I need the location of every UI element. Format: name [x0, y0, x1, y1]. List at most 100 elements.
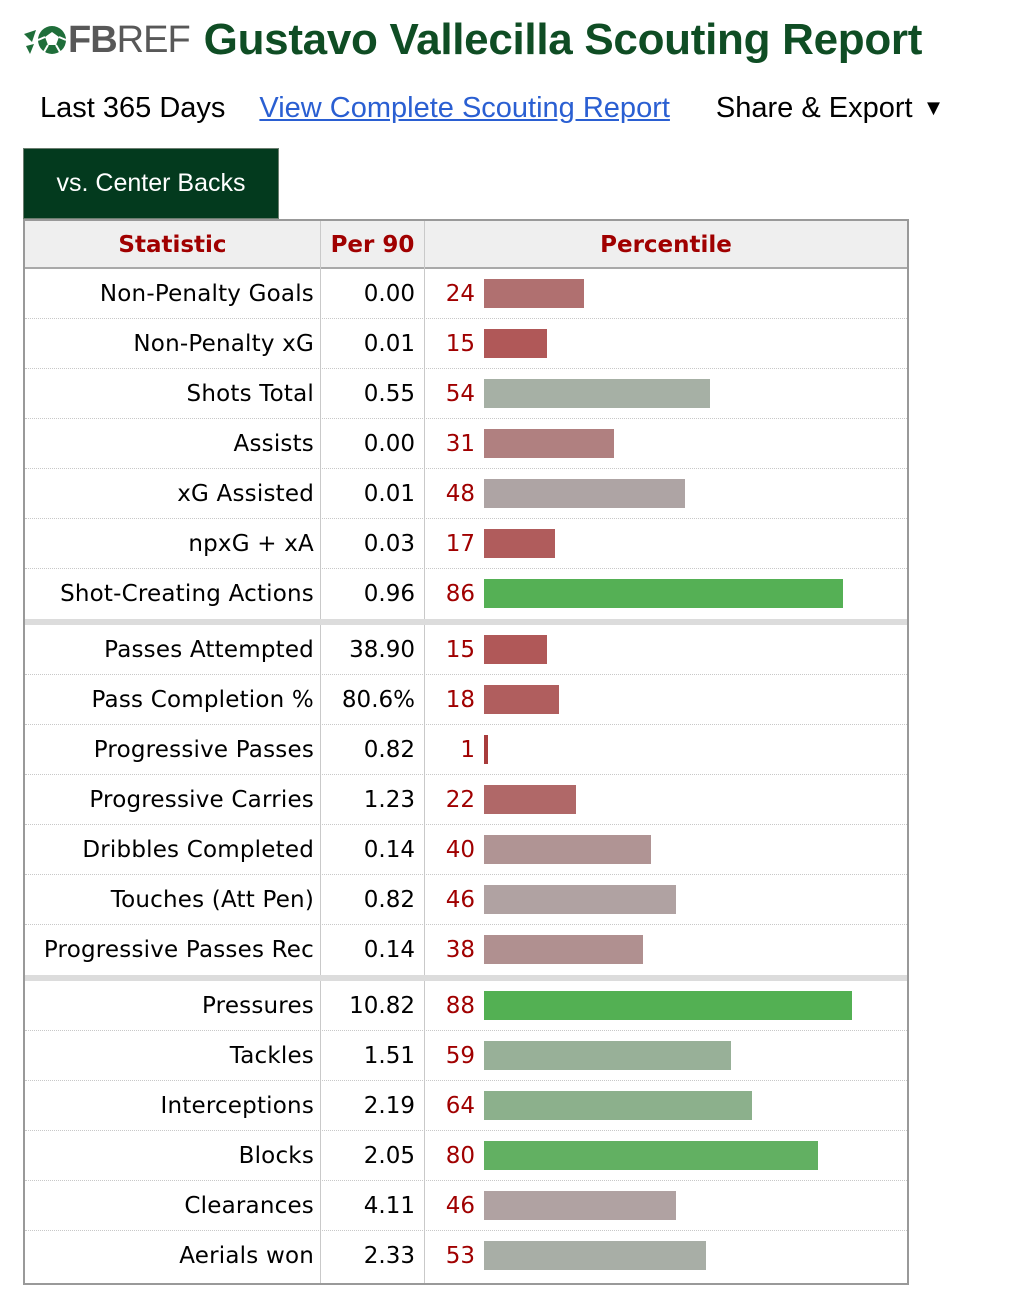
column-header-statistic: Statistic [118, 232, 227, 258]
percentile-value: 15 [445, 637, 475, 663]
percentile-bar [484, 279, 584, 308]
stat-name: Non-Penalty xG [133, 331, 314, 357]
tab-vs-center-backs[interactable]: vs. Center Backs [23, 148, 279, 219]
per90-value: 2.05 [363, 1143, 415, 1169]
per90-value: 38.90 [349, 637, 415, 663]
page-title: Gustavo Vallecilla Scouting Report [203, 15, 923, 64]
percentile-bar [484, 785, 576, 814]
percentile-value: 15 [445, 331, 475, 357]
stat-name: Touches (Att Pen) [110, 887, 314, 913]
percentile-value: 17 [445, 531, 475, 557]
table-row: Progressive Carries 1.23 22 [25, 775, 907, 825]
period-label: Last 365 Days [40, 91, 226, 124]
per90-value: 0.00 [363, 281, 415, 307]
share-export-label: Share & Export [715, 91, 913, 124]
per90-value: 0.14 [363, 937, 415, 963]
percentile-bar [484, 935, 643, 964]
table-row: Passes Attempted 38.90 15 [25, 625, 907, 675]
percentile-value: 31 [445, 431, 475, 457]
table-row: Interceptions 2.19 64 [25, 1081, 907, 1131]
percentile-value: 88 [445, 993, 475, 1019]
percentile-value: 48 [445, 481, 475, 507]
percentile-value: 38 [445, 937, 475, 963]
stat-name: Aerials won [179, 1243, 314, 1269]
percentile-bar [484, 479, 685, 508]
stat-name: Pass Completion % [91, 687, 314, 713]
dropdown-arrow-icon: ▼ [922, 94, 945, 120]
per90-value: 0.82 [363, 887, 415, 913]
percentile-bar [484, 635, 547, 664]
table-row: Assists 0.00 31 [25, 419, 907, 469]
percentile-value: 53 [445, 1243, 475, 1269]
table-row: Shot-Creating Actions 0.96 86 [25, 569, 907, 619]
stat-name: Dribbles Completed [82, 837, 314, 863]
stat-name: Assists [233, 431, 314, 457]
stat-name: Blocks [238, 1143, 314, 1169]
percentile-bar [484, 1041, 731, 1070]
stat-name: Tackles [229, 1043, 314, 1069]
stat-name: Interceptions [160, 1093, 314, 1119]
table-row: Clearances 4.11 46 [25, 1181, 907, 1231]
percentile-bar [484, 529, 555, 558]
table-row: Blocks 2.05 80 [25, 1131, 907, 1181]
percentile-bar [484, 329, 547, 358]
column-header-per90: Per 90 [330, 232, 415, 258]
table-row: Progressive Passes Rec 0.14 38 [25, 925, 907, 975]
complete-report-link[interactable]: View Complete Scouting Report [259, 91, 670, 124]
column-divider [424, 221, 425, 1283]
per90-value: 4.11 [363, 1193, 415, 1219]
percentile-bar [484, 379, 710, 408]
table-row: Touches (Att Pen) 0.82 46 [25, 875, 907, 925]
per90-value: 2.19 [363, 1093, 415, 1119]
column-header-percentile: Percentile [600, 232, 732, 258]
per90-value: 10.82 [349, 993, 415, 1019]
table-row: xG Assisted 0.01 48 [25, 469, 907, 519]
table-header: Statistic Per 90 Percentile [25, 221, 907, 269]
per90-value: 2.33 [363, 1243, 415, 1269]
stat-name: Progressive Carries [89, 787, 314, 813]
stat-name: Passes Attempted [104, 637, 314, 663]
percentile-value: 40 [445, 837, 475, 863]
percentile-bar [484, 579, 843, 608]
percentile-bar [484, 991, 852, 1020]
percentile-value: 59 [445, 1043, 475, 1069]
percentile-value: 18 [445, 687, 475, 713]
per90-value: 1.23 [363, 787, 415, 813]
percentile-value: 80 [445, 1143, 475, 1169]
per90-value: 0.96 [363, 581, 415, 607]
logo-fb-text: FB [68, 18, 118, 61]
table-row: Dribbles Completed 0.14 40 [25, 825, 907, 875]
stat-name: Progressive Passes [93, 737, 314, 763]
page-header: FB REF Gustavo Vallecilla Scouting Report [22, 12, 922, 68]
percentile-bar [484, 885, 676, 914]
stat-name: xG Assisted [177, 481, 314, 507]
per90-value: 0.01 [363, 331, 415, 357]
percentile-bar [484, 1241, 706, 1270]
group-separator [25, 975, 907, 981]
table-row: Non-Penalty Goals 0.00 24 [25, 269, 907, 319]
stat-name: Shot-Creating Actions [60, 581, 314, 607]
stat-name: npxG + xA [188, 531, 314, 557]
share-export-menu[interactable]: Share & Export ▼ [716, 92, 944, 125]
percentile-bar [484, 429, 614, 458]
percentile-value: 46 [445, 1193, 475, 1219]
logo-ref-text: REF [116, 18, 191, 61]
percentile-bar [484, 685, 559, 714]
per90-value: 80.6% [341, 687, 415, 713]
per90-value: 1.51 [363, 1043, 415, 1069]
table-row: Pressures 10.82 88 [25, 981, 907, 1031]
percentile-value: 86 [445, 581, 475, 607]
table-row: Non-Penalty xG 0.01 15 [25, 319, 907, 369]
percentile-value: 1 [460, 737, 475, 763]
per90-value: 0.00 [363, 431, 415, 457]
percentile-bar [484, 835, 651, 864]
per90-value: 0.01 [363, 481, 415, 507]
percentile-value: 64 [445, 1093, 475, 1119]
stat-name: Clearances [184, 1193, 314, 1219]
percentile-value: 22 [445, 787, 475, 813]
per90-value: 0.55 [363, 381, 415, 407]
table-row: Tackles 1.51 59 [25, 1031, 907, 1081]
fbref-logo[interactable]: FB REF [22, 12, 191, 68]
percentile-value: 54 [445, 381, 475, 407]
